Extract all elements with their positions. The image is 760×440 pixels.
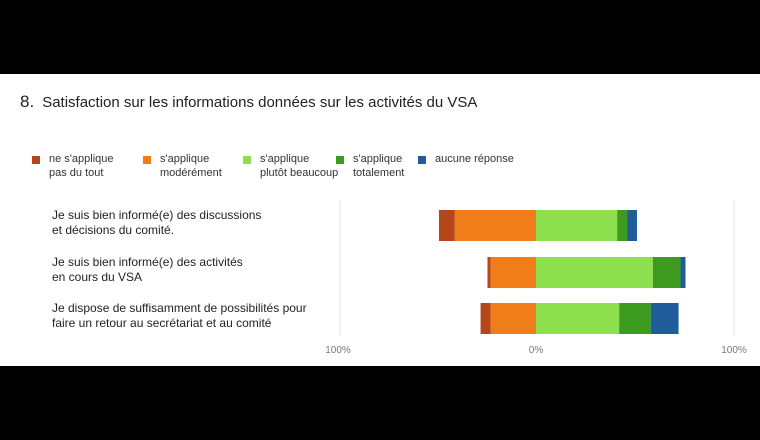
question-number: 8. [20,92,35,111]
bar-totalement-row3 [619,303,651,334]
legend-item-totalement: s'applique totalement [336,152,404,180]
bar-moderement-row2 [490,257,536,288]
legend: ne s'applique pas du tout s'applique mod… [0,152,760,182]
chart-title: 8. Satisfaction sur les informations donn… [20,92,477,112]
legend-label-plutot-beaucoup: s'applique plutôt beaucoup [260,153,339,179]
bar-plutot-beaucoup-row3 [536,303,620,334]
legend-item-pas-du-tout: ne s'applique pas du tout [32,152,114,180]
bar-totalement-row2 [652,257,681,288]
bar-aucune-reponse-row3 [650,303,679,334]
bar-pas-du-tout-row3 [480,303,491,334]
legend-swatch-aucune-reponse [418,156,426,164]
legend-label-moderement: s'applique modérément [160,153,222,179]
row-label-activites: Je suis bien informé(e) des activités en… [52,255,243,284]
row-label-discussions: Je suis bien informé(e) des discussions … [52,208,262,237]
legend-item-moderement: s'applique modérément [143,152,222,180]
legend-swatch-moderement [143,156,151,164]
bar-totalement-row1 [617,210,628,241]
bars-group [438,210,686,334]
bar-plutot-beaucoup-row1 [536,210,618,241]
legend-label-aucune-reponse: aucune réponse [435,153,514,165]
chart-panel: 8. Satisfaction sur les informations donn… [0,74,760,366]
x-tick-label-1: 100% [325,345,351,356]
legend-swatch-pas-du-tout [32,156,40,164]
legend-swatch-plutot-beaucoup [243,156,251,164]
bar-pas-du-tout-row2 [487,257,491,288]
legend-item-plutot-beaucoup: s'applique plutôt beaucoup [243,152,338,180]
bar-pas-du-tout-row1 [438,210,455,241]
x-axis: 100% 0% 100% [325,200,747,356]
title-text: Satisfaction sur les informations donnée… [42,94,478,111]
row-label-retour: Je dispose de suffisamment de possibilit… [52,301,307,330]
legend-label-pas-du-tout: ne s'applique pas du tout [49,153,114,179]
legend-label-totalement: s'applique totalement [353,153,405,179]
bar-aucune-reponse-row2 [680,257,686,288]
bar-aucune-reponse-row1 [627,210,637,241]
bar-moderement-row1 [454,210,536,241]
bar-plutot-beaucoup-row2 [536,257,653,288]
x-tick-label-3: 100% [721,345,747,356]
legend-item-aucune-reponse: aucune réponse [418,152,514,166]
chart-plot: 100% 0% 100% [325,200,747,356]
bar-moderement-row3 [490,303,536,334]
legend-swatch-totalement [336,156,344,164]
x-tick-label-2: 0% [529,345,544,356]
